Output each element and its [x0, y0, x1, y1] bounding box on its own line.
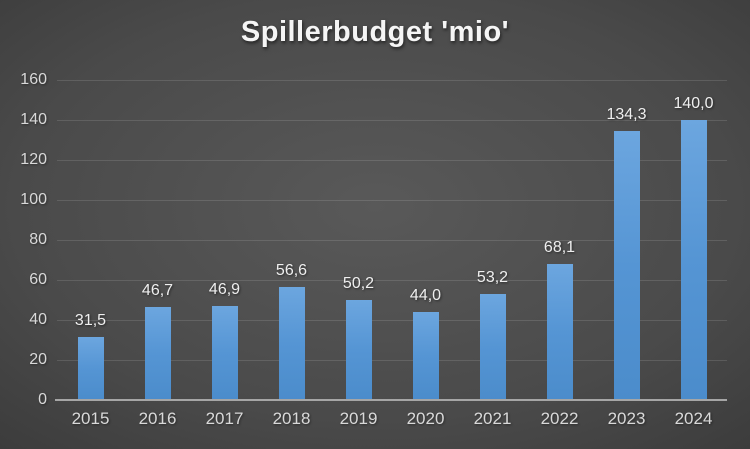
bar-slot: 46,9 [191, 80, 258, 400]
gridline [57, 280, 727, 281]
bar-2023[interactable] [613, 131, 640, 400]
bar-slot: 53,2 [459, 80, 526, 400]
y-tick-label: 60 [29, 271, 47, 288]
bar-slot: 68,1 [526, 80, 593, 400]
bar-2021[interactable] [479, 293, 506, 400]
bar-value-label: 53,2 [476, 268, 509, 286]
y-tick-label: 80 [29, 231, 47, 248]
gridline [57, 240, 727, 241]
bar-2019[interactable] [345, 299, 372, 400]
y-tick-label: 40 [29, 311, 47, 328]
bar-value-label: 56,6 [275, 261, 308, 279]
gridline [57, 320, 727, 321]
bar-value-label: 46,7 [141, 281, 174, 299]
gridline [57, 160, 727, 161]
bar-value-label: 50,2 [342, 274, 375, 292]
x-tick-label: 2017 [205, 409, 244, 428]
x-tick-label: 2016 [138, 409, 177, 428]
chart-title: Spillerbudget 'mio' [240, 16, 510, 48]
y-tick-label: 20 [29, 351, 47, 368]
x-axis-line [55, 399, 727, 401]
bar-2024[interactable] [680, 120, 707, 400]
x-tick-label: 2022 [540, 409, 579, 428]
bar-2020[interactable] [412, 312, 439, 400]
y-tick-label: 140 [20, 111, 47, 128]
bar-slot: 134,3 [593, 80, 660, 400]
plot-area: 31,5 46,7 46,9 56,6 50,2 44,0 53,2 68,1 134,3 140… [55, 80, 727, 401]
bar-value-label: 140,0 [673, 95, 714, 112]
bar-2017[interactable] [211, 306, 238, 400]
gridline [57, 200, 727, 201]
x-tick-label: 2019 [339, 409, 378, 428]
x-tick-label: 2020 [406, 409, 445, 428]
bar-slot: 50,2 [325, 80, 392, 400]
x-axis: 2015 2016 2017 2018 2019 2020 2021 2022 2023 2024 [57, 409, 727, 429]
x-tick-label: 2018 [272, 409, 311, 428]
y-axis: 0 20 40 60 80 100 120 140 160 [0, 0, 47, 449]
bar-value-label: 31,5 [74, 312, 107, 329]
bar-slot: 44,0 [392, 80, 459, 400]
bar-2018[interactable] [278, 286, 305, 400]
x-tick-label: 2024 [674, 409, 713, 428]
bar-value-label: 44,0 [409, 287, 442, 304]
x-tick-label: 2015 [71, 409, 110, 428]
bar-2016[interactable] [144, 306, 171, 400]
bar-2015[interactable] [77, 337, 104, 400]
y-tick-label: 120 [20, 151, 47, 168]
gridline [57, 80, 727, 81]
bars-container: 31,5 46,7 46,9 56,6 50,2 44,0 53,2 68,1 134,3 140… [57, 80, 727, 400]
y-tick-label: 160 [20, 71, 47, 88]
x-tick-label: 2021 [473, 409, 512, 428]
gridline [57, 120, 727, 121]
bar-2022[interactable] [546, 263, 573, 400]
bar-value-label: 68,1 [543, 238, 576, 256]
gridline [57, 360, 727, 361]
bar-value-label: 134,3 [606, 106, 647, 124]
bar-slot: 46,7 [124, 80, 191, 400]
y-tick-label: 100 [20, 191, 47, 208]
bar-value-label: 46,9 [208, 281, 241, 299]
bar-slot: 56,6 [258, 80, 325, 400]
bar-slot: 31,5 [57, 80, 124, 400]
y-tick-label: 0 [38, 391, 47, 408]
x-tick-label: 2023 [607, 409, 646, 428]
bar-slot: 140,0 [660, 80, 727, 400]
